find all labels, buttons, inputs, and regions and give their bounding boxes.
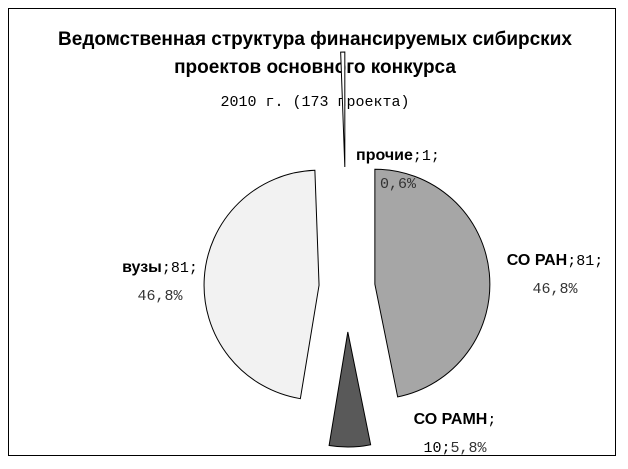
pie-slice: [340, 51, 346, 168]
data-label: прочие;1;: [356, 147, 440, 165]
separator: ;: [567, 253, 576, 270]
value-label: 10: [423, 440, 441, 457]
separator: ;: [413, 148, 422, 165]
value-label: 81: [576, 253, 594, 270]
value-label: 81: [171, 260, 189, 277]
value-label: 1: [422, 148, 431, 165]
data-label: 10;5,8%: [423, 440, 487, 457]
data-label: вузы;81;: [122, 259, 198, 277]
percent-label: 46,8%: [532, 281, 578, 298]
category-name: СО РАМН: [414, 411, 488, 428]
percent-label: 46,8%: [137, 288, 183, 305]
separator: ;: [441, 440, 450, 457]
pie-slice: [328, 331, 372, 448]
pie-slice: [374, 168, 491, 398]
data-label: 46,8%: [137, 288, 183, 305]
chart-title: Ведомственная структура финансируемых си…: [58, 29, 572, 78]
pie-slice: [203, 169, 320, 400]
data-label: СО РАМН;: [414, 411, 497, 429]
percent-label: 5,8%: [451, 440, 488, 457]
separator: ;: [162, 260, 171, 277]
separator: ;: [487, 412, 496, 429]
separator: ;: [189, 260, 198, 277]
percent-label: 0,6%: [380, 176, 417, 193]
separator: ;: [431, 148, 440, 165]
data-label: 0,6%: [380, 176, 417, 193]
data-label: СО РАН;81;: [507, 252, 603, 270]
separator: ;: [594, 253, 603, 270]
category-name: прочие: [356, 147, 413, 164]
category-name: СО РАН: [507, 252, 567, 269]
category-name: вузы: [122, 259, 162, 276]
chart-subtitle: 2010 г. (173 проекта): [220, 94, 410, 111]
chart-frame: [8, 8, 616, 456]
data-label: 46,8%: [532, 281, 578, 298]
